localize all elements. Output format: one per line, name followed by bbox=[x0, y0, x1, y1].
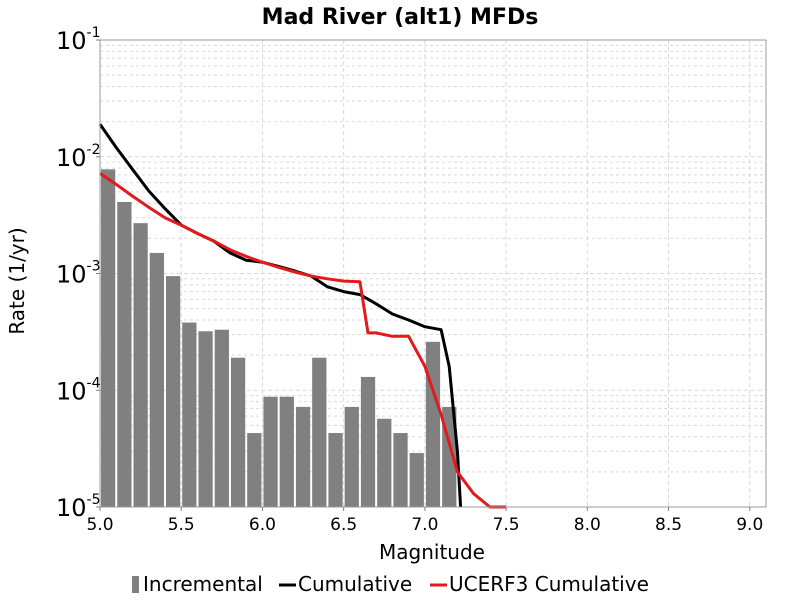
incremental-bar bbox=[214, 329, 229, 507]
x-tick-label: 8.0 bbox=[574, 515, 601, 535]
legend-incremental-label: Incremental bbox=[143, 572, 263, 596]
cumulative-lines bbox=[98, 123, 507, 509]
incremental-bar bbox=[101, 169, 116, 507]
y-axis-ticks: 10-1 10-2 10-3 10-4 10-5 bbox=[56, 25, 101, 522]
incremental-bar bbox=[279, 396, 294, 507]
y-tick-label: 10-3 bbox=[56, 259, 101, 289]
y-axis-label: Rate (1/yr) bbox=[5, 227, 29, 334]
incremental-bar bbox=[165, 276, 181, 507]
incremental-bar bbox=[360, 376, 376, 507]
x-tick-label: 7.5 bbox=[493, 515, 520, 535]
y-tick-label: 10-2 bbox=[56, 142, 101, 172]
incremental-bar bbox=[295, 406, 311, 507]
incremental-bar bbox=[198, 331, 213, 507]
incremental-bars bbox=[101, 169, 457, 507]
legend-incremental-swatch bbox=[132, 576, 139, 593]
x-tick-label: 5.5 bbox=[168, 515, 195, 535]
x-tick-label: 9.0 bbox=[736, 515, 763, 535]
incremental-bar bbox=[409, 453, 424, 507]
chart-title: Mad River (alt1) MFDs bbox=[262, 5, 539, 30]
y-tick-label: 10-1 bbox=[56, 25, 101, 55]
incremental-bar bbox=[425, 341, 441, 507]
x-tick-label: 5.0 bbox=[86, 515, 113, 535]
incremental-bar bbox=[247, 433, 262, 507]
incremental-bar bbox=[117, 201, 132, 507]
incremental-bar bbox=[230, 357, 246, 507]
incremental-bar bbox=[312, 357, 327, 507]
incremental-bar bbox=[149, 252, 164, 507]
incremental-bar bbox=[263, 396, 278, 507]
incremental-bar bbox=[377, 418, 392, 507]
incremental-bar bbox=[182, 322, 197, 507]
incremental-bar bbox=[328, 433, 343, 507]
legend: Incremental Cumulative UCERF3 Cumulative bbox=[132, 572, 649, 596]
y-tick-label: 10-5 bbox=[56, 492, 101, 522]
incremental-bar bbox=[393, 433, 408, 507]
incremental-bar bbox=[344, 406, 359, 507]
legend-cumulative-label: Cumulative bbox=[298, 572, 412, 596]
y-tick-label: 10-4 bbox=[56, 375, 101, 405]
x-tick-label: 6.5 bbox=[330, 515, 357, 535]
incremental-bar bbox=[133, 223, 148, 507]
x-axis-ticks: 5.0 5.5 6.0 6.5 7.0 7.5 8.0 8.5 9.0 bbox=[86, 507, 763, 535]
x-tick-label: 6.0 bbox=[249, 515, 276, 535]
legend-ucerf3-label: UCERF3 Cumulative bbox=[449, 572, 649, 596]
x-tick-label: 7.0 bbox=[411, 515, 438, 535]
x-axis-label: Magnitude bbox=[379, 540, 485, 564]
x-tick-label: 8.5 bbox=[655, 515, 682, 535]
ucerf3-cumulative-line bbox=[99, 172, 507, 509]
